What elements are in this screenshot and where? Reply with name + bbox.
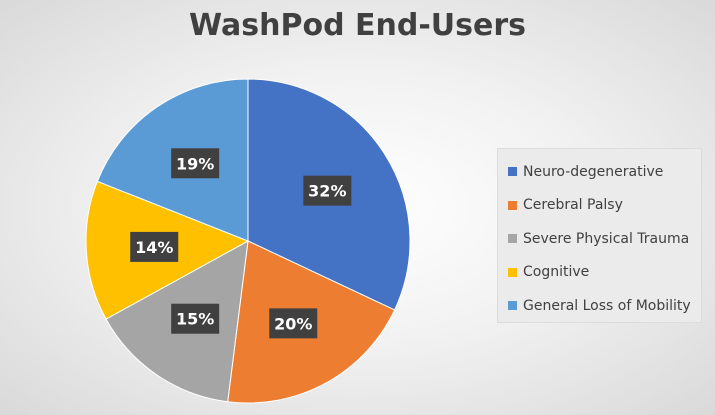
- data-label: 32%: [303, 175, 352, 206]
- data-label-text: 32%: [308, 182, 346, 201]
- chart-legend: Neuro-degenerative Cerebral Palsy Severe…: [497, 148, 702, 323]
- legend-item-cognitive: Cognitive: [508, 256, 701, 290]
- data-label: 20%: [269, 308, 318, 339]
- legend-label: Severe Physical Trauma: [523, 230, 690, 247]
- legend-swatch: [508, 301, 517, 311]
- data-label-box: [171, 303, 220, 334]
- legend-label: Cognitive: [523, 264, 590, 281]
- legend-item-cerebral-palsy: Cerebral Palsy: [508, 189, 701, 223]
- legend-label: Neuro-degenerative: [523, 163, 664, 180]
- data-label-box: [303, 175, 352, 206]
- data-label: 14%: [130, 231, 179, 262]
- legend-swatch: [508, 267, 517, 277]
- legend-label: Cerebral Palsy: [523, 197, 623, 214]
- legend-swatch: [508, 200, 517, 210]
- data-label-box: [269, 308, 318, 339]
- data-label-box: [130, 231, 179, 262]
- legend-swatch: [508, 167, 517, 177]
- legend-item-severe-physical-trauma: Severe Physical Trauma: [508, 222, 701, 256]
- legend-item-neuro-degenerative: Neuro-degenerative: [508, 155, 701, 189]
- data-label-box: [171, 148, 220, 179]
- data-label-text: 14%: [135, 238, 173, 257]
- pie-data-labels: 32% 20% 15% 14% 19%: [130, 148, 352, 339]
- data-label: 19%: [171, 148, 220, 179]
- data-label-text: 15%: [176, 310, 214, 329]
- data-label: 15%: [171, 303, 220, 334]
- legend-label: General Loss of Mobility: [523, 297, 691, 314]
- legend-item-general-loss-of-mobility: General Loss of Mobility: [508, 289, 701, 323]
- chart-title: WashPod End-Users: [189, 8, 526, 43]
- legend-swatch: [508, 234, 517, 244]
- data-label-text: 20%: [274, 314, 312, 333]
- data-label-text: 19%: [176, 154, 214, 173]
